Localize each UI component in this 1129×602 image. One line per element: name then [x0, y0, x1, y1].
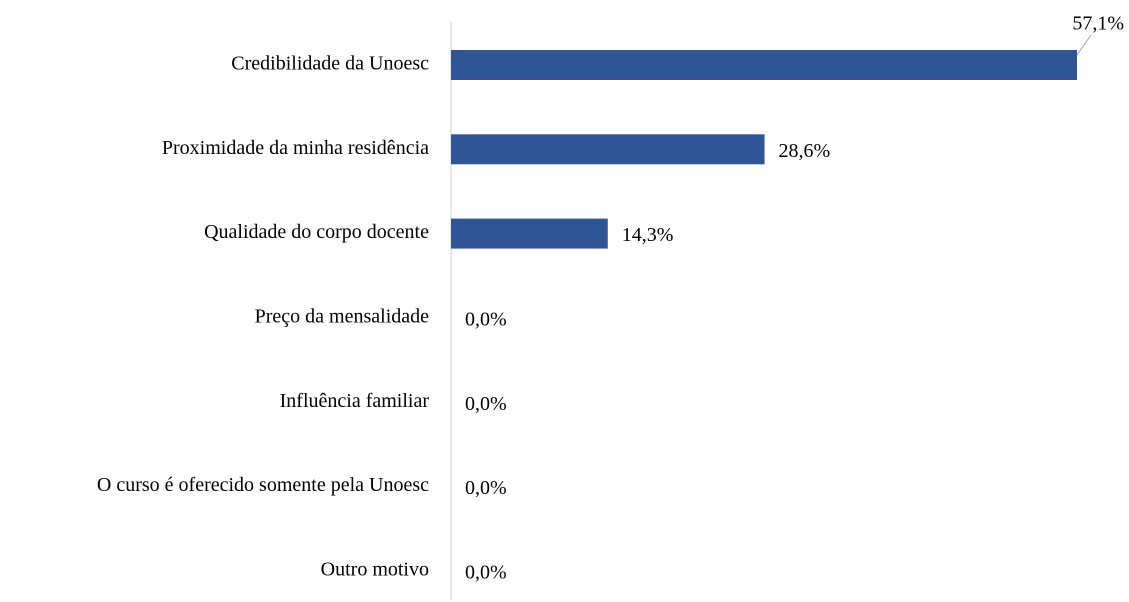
value-label: 0,0% — [465, 561, 507, 583]
value-label: 0,0% — [465, 393, 507, 415]
leader-line — [1076, 34, 1092, 56]
category-label: Preço da mensalidade — [255, 305, 429, 327]
category-label: Qualidade do corpo docente — [204, 221, 429, 243]
category-label: Credibilidade da Unoesc — [231, 53, 429, 75]
value-label: 57,1% — [1072, 13, 1124, 35]
category-label: Outro motivo — [321, 558, 429, 580]
value-label: 28,6% — [779, 140, 831, 162]
category-label: Proximidade da minha residência — [162, 137, 429, 159]
category-label: Influência familiar — [280, 390, 430, 412]
value-label: 0,0% — [465, 477, 507, 499]
bar — [451, 134, 765, 165]
category-label: O curso é oferecido somente pela Unoesc — [97, 474, 429, 496]
bar — [451, 218, 608, 249]
value-label: 0,0% — [465, 308, 507, 330]
value-label: 14,3% — [622, 224, 674, 246]
bar — [451, 50, 1077, 80]
